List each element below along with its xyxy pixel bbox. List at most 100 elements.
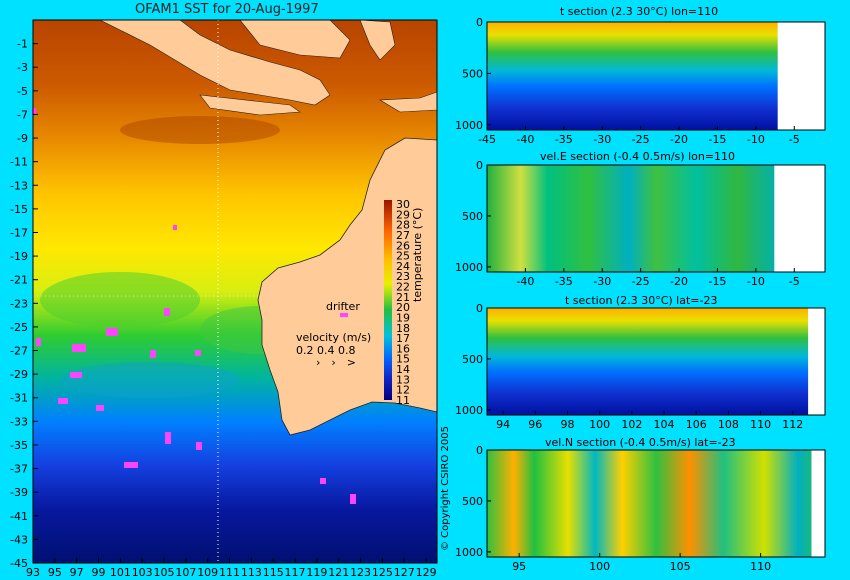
lon-tick-label: 119 [306,566,327,579]
panel-frame [486,164,826,273]
lon-tick-label: 97 [70,566,84,579]
depth-tick-label: 500 [462,353,483,366]
lon-tick-label: 99 [92,566,106,579]
lat-tick-label: -37 [10,463,28,476]
lat-tick-label: -43 [10,533,28,546]
lat-tick-label: -3 [17,61,28,74]
lat-tick-label: -15 [10,203,28,216]
drifter-track [340,313,348,317]
colorbar-tick-label: 18 [396,322,410,335]
indonesia-land [99,19,331,106]
drifter-track [164,308,170,316]
section-field [487,450,825,557]
depth-tick-label: 1000 [455,404,483,417]
lat-tick-label: -21 [10,274,28,287]
veln-section-lat-23: 0 500 1000 95 100 105 110 [455,444,826,573]
no-data-region [808,308,825,415]
colorbar-tick-label: 14 [396,363,410,376]
x-tick-label: -35 [555,133,573,146]
lat-tick-label: -13 [10,179,28,192]
map-axes: -1 -3 -5 -7 -9 -11 -13 -15 -17 -19 -21 -23 -25 -27 -29… [10,38,437,579]
colorbar-tick-label: 19 [396,311,410,324]
map-title: OFAM1 SST for 20-Aug-1997 [135,2,319,17]
drifter-track [58,398,68,404]
lat-tick-label: -5 [17,85,28,98]
velocity-scale: 0.2 0.4 0.8 [296,344,356,357]
x-tick-label: -40 [516,133,534,146]
lat-tick-label: -27 [10,345,28,358]
drifter-track [72,344,86,352]
x-tick-label: -30 [593,133,611,146]
colorbar-tick-label: 21 [396,291,410,304]
x-tick-label: -25 [632,275,650,288]
x-tick-label: 100 [589,560,610,573]
depth-tick-label: 1000 [455,119,483,132]
x-tick-label: -15 [708,275,726,288]
depth-tick-label: 1000 [455,261,483,274]
depth-tick-label: 500 [462,67,483,80]
x-tick-label: -35 [555,275,573,288]
lat-tick-label: -7 [17,108,28,121]
lat-tick-label: -23 [10,297,28,310]
lon-tick-label: 117 [285,566,306,579]
depth-tick-label: 0 [476,444,483,457]
x-tick-label: 95 [512,560,526,573]
warm-eddy [120,116,280,144]
x-tick-label: -20 [670,275,688,288]
x-tick-label: -25 [632,133,650,146]
lat-tick-label: -35 [10,439,28,452]
australia-land [257,137,438,436]
t-section-lon110: 0 500 1000-45 -40 -35 -30 -25 -20 -15 -10 -5 [455,16,826,146]
lon-tick-label: 115 [263,566,284,579]
drifter-track [32,108,36,114]
depth-tick-label: 500 [462,210,483,223]
depth-tick-label: 1000 [455,546,483,559]
lat-tick-label: -9 [17,132,28,145]
x-tick-label: -40 [516,275,534,288]
colorbar-tick-label: 17 [396,332,410,345]
drifter-track [320,478,326,484]
drifter-track [165,432,171,444]
lat-tick-label: -39 [10,486,28,499]
x-tick-label: 105 [670,560,691,573]
lon-tick-label: 101 [110,566,131,579]
map-frame [32,19,438,564]
colorbar-tick-label: 16 [396,342,410,355]
cool-eddy [60,362,240,398]
lon-tick-label: 107 [175,566,196,579]
section-field [487,308,825,415]
colorbar-tick-label: 20 [396,301,410,314]
x-tick-label: -20 [670,133,688,146]
section-field [487,165,825,272]
depth-tick-label: 0 [476,16,483,29]
no-data-region [811,450,825,557]
x-tick-label: 96 [528,418,542,431]
lat-tick-label: -17 [10,226,28,239]
colorbar-tick-label: 28 [396,219,410,232]
x-tick-label: 112 [782,418,803,431]
lat-tick-label: -33 [10,415,28,428]
x-tick-label: 108 [718,418,739,431]
colorbar [384,200,392,400]
lat-tick-label: -41 [10,510,28,523]
lat-tick-label: -25 [10,321,28,334]
lat-tick-label: -19 [10,250,28,263]
drifter-label: drifter [326,300,360,313]
velocity-arrows-icon: › › > [316,356,357,369]
lon-tick-label: 95 [48,566,62,579]
x-tick-label: 110 [750,560,771,573]
panel-frame [486,449,826,558]
panel-title-t-lat: t section (2.3 30°C) lat=-23 [565,294,718,307]
x-tick-label: -5 [789,133,800,146]
x-tick-label: -45 [478,133,496,146]
x-tick-label: -10 [747,275,765,288]
drifter-track [96,405,104,411]
drifter-track [106,328,118,336]
x-tick-label: -5 [789,275,800,288]
cool-eddy [40,272,200,328]
panel-title-vele-lon: vel.E section (-0.4 0.5m/s) lon=110 [540,150,736,163]
colorbar-tick-label: 29 [396,208,410,221]
x-tick-label: -10 [747,133,765,146]
lon-tick-label: 121 [328,566,349,579]
